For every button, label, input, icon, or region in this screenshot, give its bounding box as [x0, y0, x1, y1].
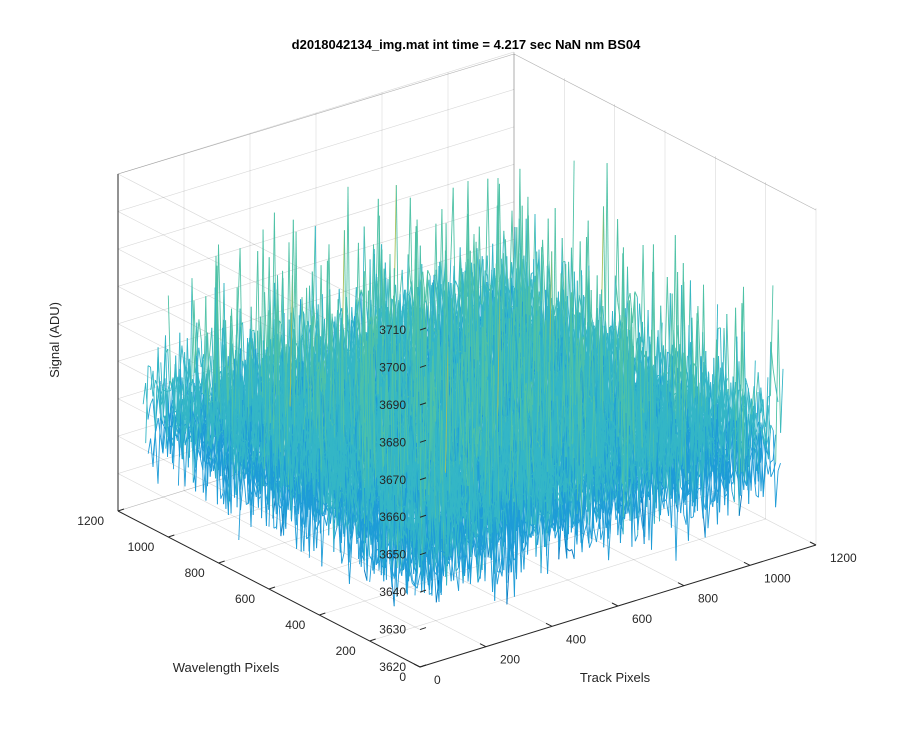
surface-segment [152, 370, 157, 439]
surface-segment [196, 319, 200, 356]
surface-segment [172, 355, 177, 438]
surface-segment [162, 427, 166, 454]
surface-segment [314, 320, 318, 350]
surface-segment [363, 226, 368, 308]
surface-segment [162, 335, 166, 400]
surface-segment [157, 418, 162, 438]
surface-segment [172, 414, 177, 470]
surface-segment [269, 290, 273, 374]
surface-segment [254, 251, 259, 360]
surface-segment [180, 429, 184, 460]
surface-segment [155, 438, 159, 484]
surface-segment [172, 425, 176, 464]
surface-segment [150, 438, 154, 468]
surface-segment [179, 384, 184, 399]
surface-segment [157, 362, 162, 407]
surface-segment [147, 438, 152, 454]
surface-segment [162, 423, 166, 429]
surface-segment [157, 416, 161, 484]
surface-segment [487, 178, 491, 306]
surface-segment [175, 411, 179, 416]
surface-segment [169, 404, 174, 413]
surface-segment [439, 209, 443, 322]
surface-segment [170, 437, 174, 442]
surface-segment [198, 347, 202, 368]
surface-segment [147, 365, 151, 368]
surface-segment [407, 197, 411, 309]
surface-segment [353, 287, 357, 340]
surface-segment [167, 436, 171, 441]
surface-segment [237, 248, 241, 318]
surface-segment [169, 379, 174, 447]
surface-segment [193, 322, 198, 373]
surface-segment [338, 307, 343, 316]
surface-segment [409, 197, 414, 329]
surface-segment [162, 414, 167, 421]
surface-segment [150, 370, 154, 391]
surface-segment [203, 335, 207, 411]
surface-segment [247, 328, 251, 379]
surface-segment [167, 348, 171, 401]
surface-segment [160, 362, 164, 416]
surface-segment [160, 437, 164, 454]
surface-segment [208, 327, 213, 357]
surface-segment [145, 365, 149, 444]
surface-segment [152, 428, 157, 456]
surface-segment [165, 390, 169, 449]
surface-segment [175, 377, 179, 437]
surface-segment [162, 388, 167, 416]
surface-segment [455, 280, 459, 288]
surface-segment [198, 319, 202, 341]
surface-plot [142, 160, 784, 607]
surface-segment [266, 257, 270, 372]
surface-segment [191, 300, 195, 383]
surface-segment [155, 347, 159, 429]
back-box-edges [117, 53, 817, 211]
surface-segment [170, 377, 174, 391]
surface-segment [167, 295, 172, 385]
surface-segment [142, 382, 147, 405]
surface-segment [407, 254, 411, 282]
surface-segment [315, 308, 319, 335]
surface-segment [162, 415, 166, 453]
surface-segment [355, 287, 360, 323]
surface-segment [218, 244, 222, 342]
surface-segment [498, 183, 503, 330]
surface-segment [177, 399, 182, 428]
surface-segment [271, 212, 275, 372]
surface-segment [397, 299, 402, 326]
grid-line-x-floor [183, 490, 487, 647]
surface-segment [147, 404, 151, 420]
surface-segment [410, 281, 414, 299]
grid-line-y-floor [369, 518, 766, 642]
surface-segment [182, 434, 186, 487]
surface-segment [191, 278, 195, 373]
surface-segment [399, 269, 403, 297]
surface-segment [175, 355, 179, 424]
surface-segment [484, 178, 489, 294]
surface-segment [160, 418, 164, 425]
surface-segment [196, 357, 200, 417]
surface-segment [450, 187, 454, 260]
surface-segment [149, 398, 154, 405]
surface-segment [334, 310, 338, 353]
surface-segment [167, 402, 171, 455]
surface-segment [170, 384, 174, 391]
surface-segment [155, 418, 159, 432]
surface-segment [455, 292, 460, 312]
